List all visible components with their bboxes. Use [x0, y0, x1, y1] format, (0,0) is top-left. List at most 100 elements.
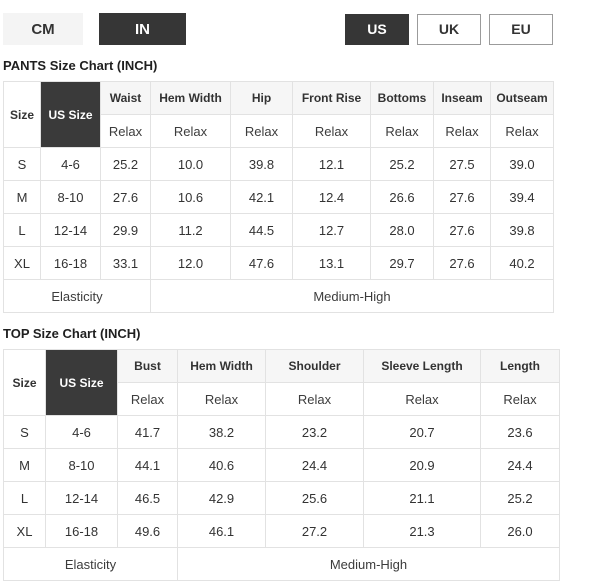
fit-cell: Relax [177, 382, 266, 416]
measurement-column-header: Hip [230, 81, 293, 115]
elasticity-row: Elasticity Medium-High [3, 547, 560, 581]
region-toggle: US UK EU [345, 13, 553, 45]
value-cell: 20.9 [363, 448, 481, 482]
value-cell: 29.7 [370, 246, 434, 280]
value-cell: 12.7 [292, 213, 371, 247]
value-cell: 38.2 [177, 415, 266, 449]
us-size-cell: 8-10 [45, 448, 118, 482]
size-cell: L [3, 213, 41, 247]
fit-cell: Relax [292, 114, 371, 148]
size-cell: XL [3, 246, 41, 280]
value-cell: 27.5 [433, 147, 491, 181]
size-cell: XL [3, 514, 46, 548]
size-row: S 4-6 41.7 38.2 23.2 20.7 23.6 [3, 415, 560, 449]
value-cell: 27.6 [433, 213, 491, 247]
size-row: XL 16-18 33.1 12.0 47.6 13.1 29.7 27.6 40.2 [3, 246, 554, 280]
value-cell: 42.1 [230, 180, 293, 214]
value-cell: 25.2 [100, 147, 151, 181]
toolbar: CM IN US UK EU [3, 13, 553, 45]
value-cell: 46.5 [117, 481, 178, 515]
fit-cell: Relax [480, 382, 560, 416]
value-cell: 44.1 [117, 448, 178, 482]
value-cell: 39.0 [490, 147, 554, 181]
value-cell: 27.2 [265, 514, 364, 548]
value-cell: 21.3 [363, 514, 481, 548]
fit-cell: Relax [363, 382, 481, 416]
fit-cell: Relax [433, 114, 491, 148]
value-cell: 12.4 [292, 180, 371, 214]
measurement-column-header: Length [480, 349, 560, 383]
us-size-column-header: US Size [45, 349, 118, 416]
us-size-cell: 4-6 [45, 415, 118, 449]
size-row: XL 16-18 49.6 46.1 27.2 21.3 26.0 [3, 514, 560, 548]
region-us-button[interactable]: US [345, 13, 409, 45]
value-cell: 12.0 [150, 246, 231, 280]
fit-cell: Relax [230, 114, 293, 148]
value-cell: 25.2 [480, 481, 560, 515]
fit-cell: Relax [490, 114, 554, 148]
value-cell: 39.4 [490, 180, 554, 214]
measurement-column-header: Front Rise [292, 81, 371, 115]
size-column-header: Size [3, 81, 41, 148]
region-uk-button[interactable]: UK [417, 13, 481, 45]
value-cell: 25.2 [370, 147, 434, 181]
value-cell: 10.6 [150, 180, 231, 214]
size-row: L 12-14 29.9 11.2 44.5 12.7 28.0 27.6 39.8 [3, 213, 554, 247]
value-cell: 40.6 [177, 448, 266, 482]
region-eu-button[interactable]: EU [489, 13, 553, 45]
value-cell: 24.4 [265, 448, 364, 482]
us-size-cell: 12-14 [40, 213, 101, 247]
measurement-column-header: Outseam [490, 81, 554, 115]
value-cell: 11.2 [150, 213, 231, 247]
value-cell: 10.0 [150, 147, 231, 181]
size-row: M 8-10 44.1 40.6 24.4 20.9 24.4 [3, 448, 560, 482]
unit-cm-button[interactable]: CM [3, 13, 83, 45]
measurement-column-header: Hem Width [177, 349, 266, 383]
us-size-cell: 8-10 [40, 180, 101, 214]
elasticity-value: Medium-High [150, 279, 554, 313]
value-cell: 39.8 [230, 147, 293, 181]
measurement-column-header: Shoulder [265, 349, 364, 383]
size-cell: L [3, 481, 46, 515]
pants-chart-title: PANTS Size Chart (INCH) [3, 58, 158, 73]
value-cell: 46.1 [177, 514, 266, 548]
size-cell: S [3, 415, 46, 449]
size-row: M 8-10 27.6 10.6 42.1 12.4 26.6 27.6 39.4 [3, 180, 554, 214]
top-chart-title: TOP Size Chart (INCH) [3, 326, 141, 341]
measurement-column-header: Bust [117, 349, 178, 383]
size-row: S 4-6 25.2 10.0 39.8 12.1 25.2 27.5 39.0 [3, 147, 554, 181]
value-cell: 21.1 [363, 481, 481, 515]
fit-cell: Relax [265, 382, 364, 416]
value-cell: 49.6 [117, 514, 178, 548]
elasticity-value: Medium-High [177, 547, 560, 581]
unit-in-button[interactable]: IN [99, 13, 186, 45]
elasticity-label: Elasticity [3, 547, 178, 581]
unit-toggle: CM IN [3, 13, 186, 45]
elasticity-row: Elasticity Medium-High [3, 279, 554, 313]
us-size-cell: 16-18 [40, 246, 101, 280]
size-cell: M [3, 448, 46, 482]
value-cell: 33.1 [100, 246, 151, 280]
value-cell: 47.6 [230, 246, 293, 280]
size-cell: S [3, 147, 41, 181]
value-cell: 27.6 [433, 246, 491, 280]
us-size-cell: 4-6 [40, 147, 101, 181]
elasticity-label: Elasticity [3, 279, 151, 313]
measurement-column-header: Sleeve Length [363, 349, 481, 383]
size-cell: M [3, 180, 41, 214]
value-cell: 20.7 [363, 415, 481, 449]
size-column-header: Size [3, 349, 46, 416]
value-cell: 29.9 [100, 213, 151, 247]
value-cell: 24.4 [480, 448, 560, 482]
fit-cell: Relax [370, 114, 434, 148]
value-cell: 26.6 [370, 180, 434, 214]
pants-size-table: Size US Size Waist Hem Width Hip Front Rise Bo… [3, 81, 554, 313]
fit-cell: Relax [150, 114, 231, 148]
value-cell: 41.7 [117, 415, 178, 449]
us-size-column-header: US Size [40, 81, 101, 148]
value-cell: 25.6 [265, 481, 364, 515]
value-cell: 27.6 [433, 180, 491, 214]
measurement-column-header: Hem Width [150, 81, 231, 115]
us-size-cell: 16-18 [45, 514, 118, 548]
